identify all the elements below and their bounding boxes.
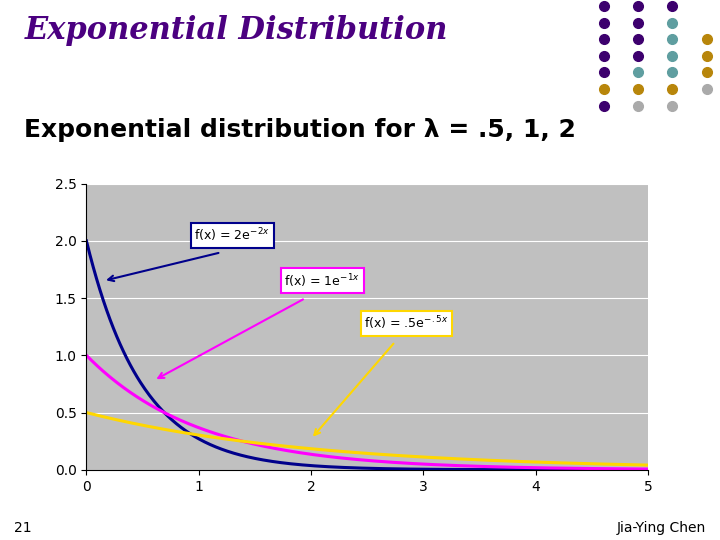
Text: Jia-Ying Chen: Jia-Ying Chen (616, 521, 706, 535)
Text: 21: 21 (14, 521, 32, 535)
Text: f(x) = .5e$^{-.5x}$: f(x) = .5e$^{-.5x}$ (364, 314, 449, 332)
Text: f(x) = 2e$^{-2x}$: f(x) = 2e$^{-2x}$ (194, 226, 270, 244)
Text: f(x) = 1e$^{-1x}$: f(x) = 1e$^{-1x}$ (284, 272, 360, 289)
Text: Exponential distribution for λ = .5, 1, 2: Exponential distribution for λ = .5, 1, … (24, 118, 576, 141)
Text: Exponential Distribution: Exponential Distribution (24, 15, 448, 45)
